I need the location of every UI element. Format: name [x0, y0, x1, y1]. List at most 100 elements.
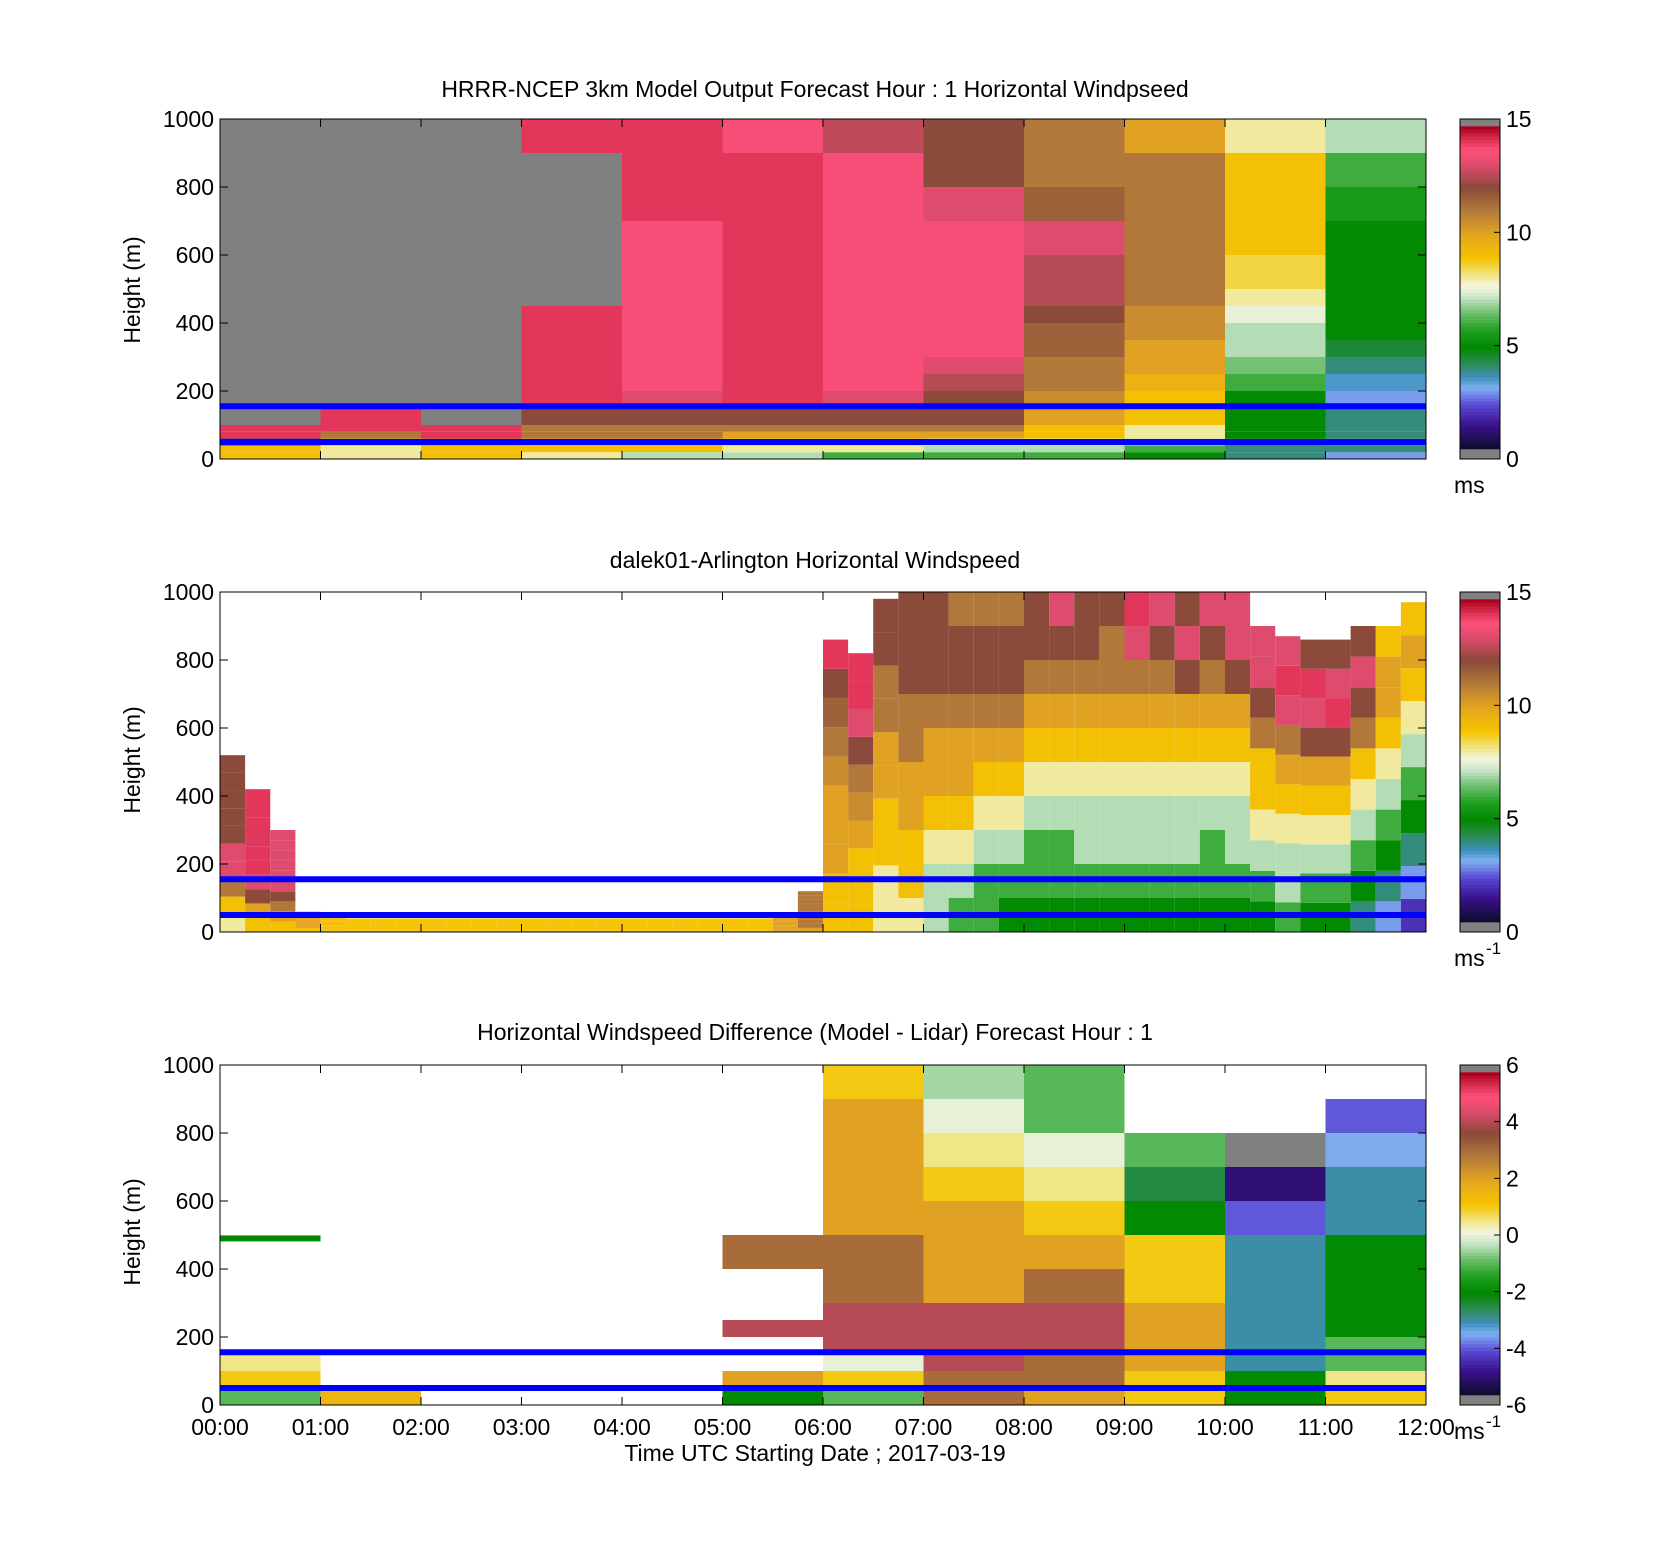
heatmap-cell [446, 921, 472, 923]
heatmap-cell [1325, 255, 1426, 289]
colorbar-segment [1460, 1384, 1500, 1389]
heatmap-cell [1300, 785, 1326, 816]
heatmap-cell [1350, 840, 1376, 871]
colorbar-segment [1460, 1258, 1500, 1263]
colorbar-segment [1460, 176, 1500, 181]
colorbar-segment [1460, 700, 1500, 705]
heatmap-cell [596, 921, 622, 923]
heatmap-cell [823, 445, 924, 453]
y-axis-label: Height (m) [119, 1178, 145, 1285]
colorbar-tick-label: 5 [1506, 806, 1519, 832]
colorbar-segment [1460, 166, 1500, 171]
heatmap-cell [1300, 668, 1326, 699]
heatmap-cell [722, 187, 823, 221]
heatmap-cell [320, 119, 421, 153]
colorbar-segment [1460, 224, 1500, 229]
colorbar-segment [1460, 1340, 1500, 1345]
heatmap-cell [923, 306, 1024, 323]
colorbar-segment [1460, 867, 1500, 872]
heatmap-cell [421, 374, 522, 391]
colorbar-segment [1460, 278, 1500, 283]
heatmap-cell [873, 765, 899, 799]
heatmap-cell [823, 1269, 924, 1303]
heatmap-cell [823, 153, 924, 187]
heatmap-cell [546, 927, 572, 930]
heatmap-cell [320, 153, 421, 187]
colorbar-segment [1460, 911, 1500, 916]
heatmap-cell [1250, 748, 1276, 779]
colorbar-segment [1460, 1265, 1500, 1270]
heatmap-cell [823, 431, 924, 439]
colorbar-segment [1460, 833, 1500, 838]
heatmap-cell [546, 930, 572, 932]
y-tick-label: 200 [176, 1324, 214, 1350]
colorbar-segment [1460, 792, 1500, 797]
heatmap-cell [1400, 833, 1426, 867]
colorbar-segment [1460, 183, 1500, 188]
colorbar-segment [1460, 299, 1500, 304]
colorbar-segment [1460, 1224, 1500, 1229]
heatmap-cell [220, 1388, 321, 1405]
colorbar-segment [1460, 1071, 1500, 1076]
heatmap-cell [672, 925, 698, 927]
heatmap-cell [1124, 323, 1225, 340]
heatmap-cell [1024, 425, 1125, 432]
heatmap-cell [923, 323, 1024, 340]
heatmap-cell [923, 694, 949, 728]
heatmap-cell [1325, 639, 1351, 669]
heatmap-cell [421, 922, 447, 924]
heatmap-cell [496, 922, 522, 924]
heatmap-cell [873, 732, 899, 766]
heatmap-cell [1375, 656, 1401, 688]
colorbar-segment [1460, 132, 1500, 137]
colorbar-segment [1460, 336, 1500, 341]
heatmap-cell [471, 929, 497, 931]
colorbar-segment [1460, 728, 1500, 732]
heatmap-cell [270, 881, 296, 892]
heatmap-cell [873, 632, 899, 666]
heatmap-cell [521, 926, 547, 928]
heatmap-cell [1124, 592, 1150, 626]
heatmap-cell [1325, 431, 1426, 439]
heatmap-cell [1275, 665, 1301, 696]
heatmap-cell [697, 922, 723, 924]
heatmap-cell [521, 289, 622, 306]
heatmap-cell [270, 891, 296, 902]
colorbar-tick-label: 4 [1506, 1109, 1519, 1135]
heatmap-cell [772, 925, 798, 927]
colorbar-segment [1460, 363, 1500, 368]
heatmap-cell [1174, 694, 1200, 728]
heatmap-cell [395, 927, 421, 930]
colorbar-segment [1460, 136, 1500, 140]
colorbar-segment [1460, 234, 1500, 239]
colorbar-segment [1460, 1207, 1500, 1212]
heatmap-cell [521, 918, 547, 920]
heatmap-cell [948, 592, 974, 626]
heatmap-cell [395, 922, 421, 924]
heatmap-cell [220, 187, 321, 221]
heatmap-cell [697, 926, 723, 928]
colorbar-segment [1460, 387, 1500, 392]
colorbar-segment [1460, 367, 1500, 372]
colorbar-segment [1460, 292, 1500, 297]
heatmap-cell [622, 445, 723, 453]
colorbar-segment [1460, 272, 1500, 276]
heatmap-cell [345, 923, 371, 926]
heatmap-cell [722, 153, 823, 187]
colorbar-segment [1460, 275, 1500, 280]
heatmap-cell [672, 923, 698, 926]
heatmap-cell [1325, 698, 1351, 728]
heatmap-cell [1024, 1099, 1125, 1133]
heatmap-cell [647, 923, 673, 926]
heatmap-cell [220, 323, 321, 340]
heatmap-cell [220, 772, 246, 791]
heatmap-cell [923, 1269, 1024, 1303]
heatmap-cell [1325, 1354, 1426, 1371]
heatmap-cell [622, 408, 723, 425]
colorbar-segment [1460, 1296, 1500, 1301]
heatmap-cell [345, 929, 371, 931]
colorbar-segment [1460, 421, 1500, 426]
heatmap-cell [596, 929, 622, 931]
heatmap-cell [1225, 728, 1251, 762]
heatmap-cell [421, 919, 447, 922]
